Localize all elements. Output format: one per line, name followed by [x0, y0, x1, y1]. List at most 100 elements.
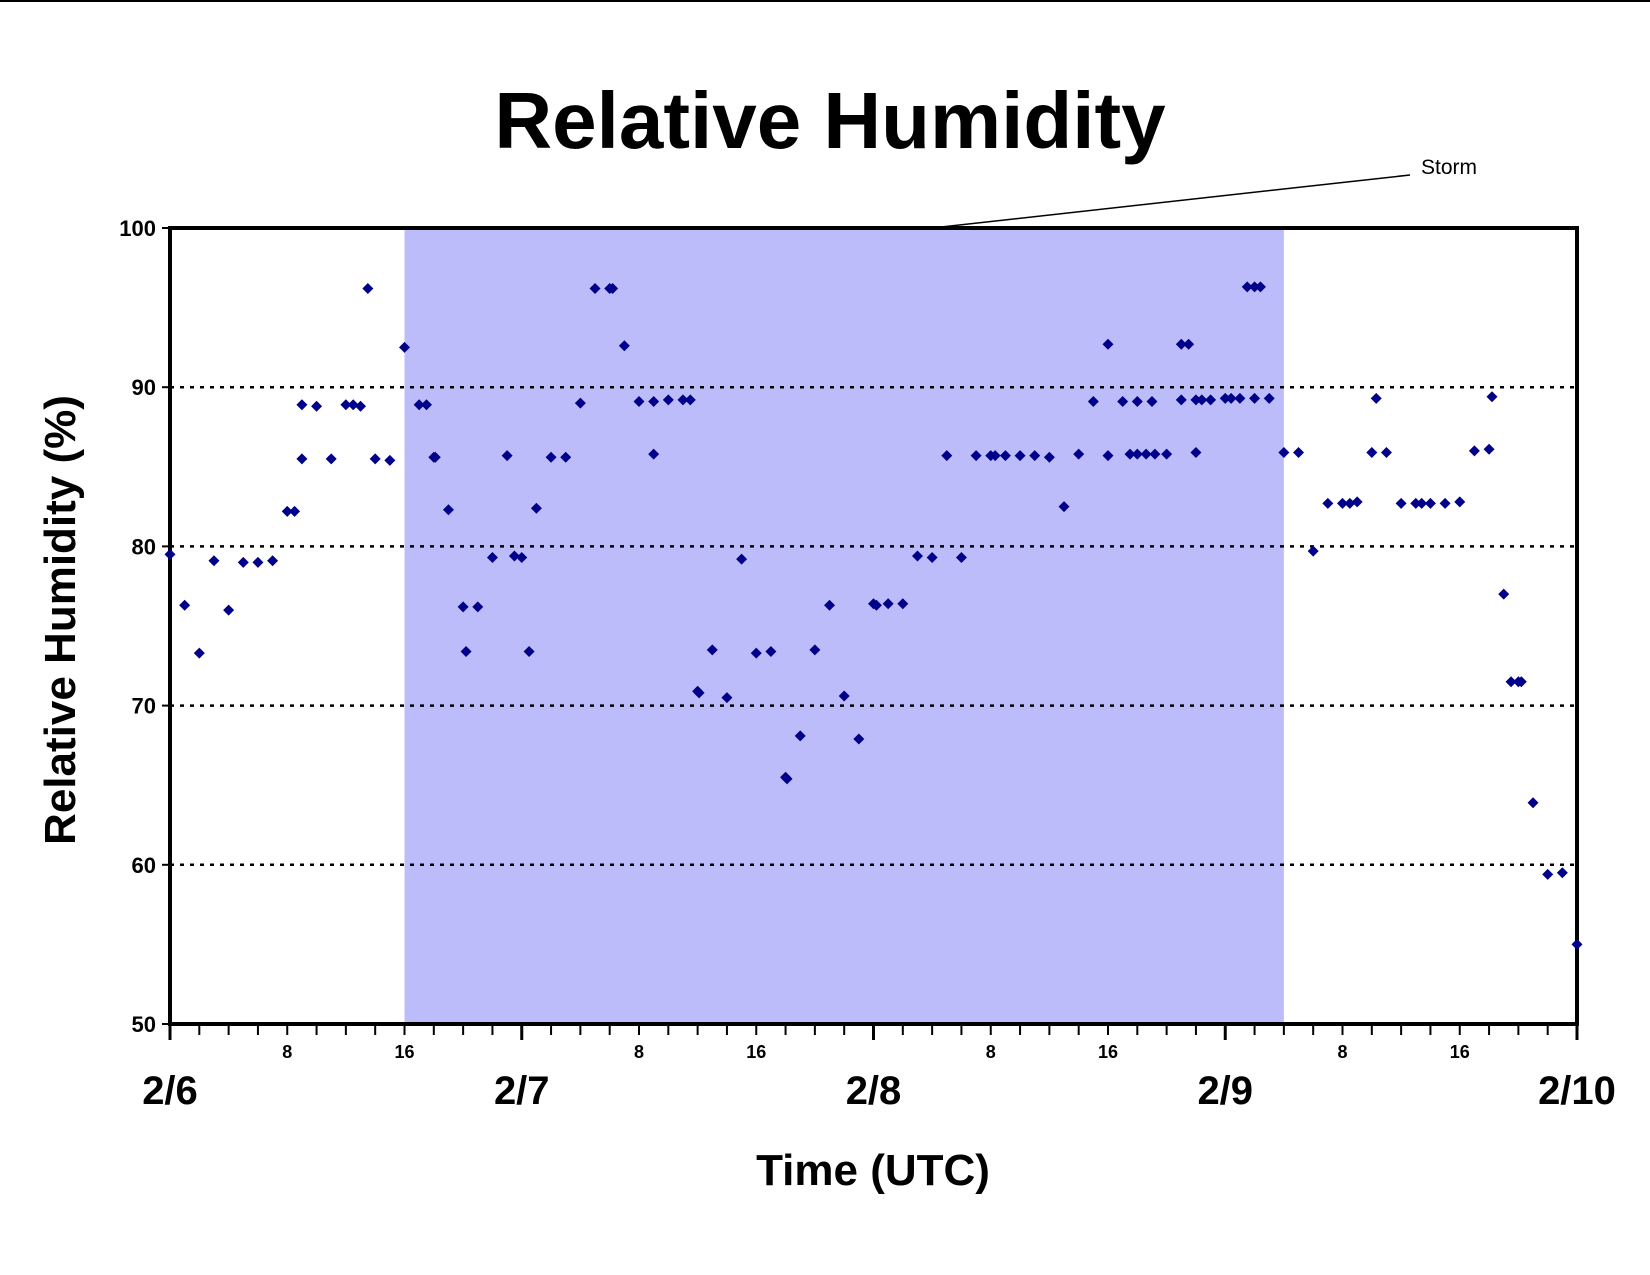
data-point: [794, 730, 806, 742]
data-point: [1486, 391, 1498, 403]
data-point: [1254, 281, 1266, 293]
x-axis-label: Time (UTC): [756, 1146, 990, 1195]
x-hour-label: 16: [394, 1042, 414, 1062]
x-date-label: 2/10: [1538, 1069, 1616, 1113]
data-point: [413, 399, 425, 411]
x-hour-label: 8: [634, 1042, 644, 1062]
data-point: [1124, 448, 1136, 460]
data-point: [607, 282, 619, 294]
data-point: [941, 450, 953, 462]
data-point: [1225, 392, 1237, 404]
data-point: [1219, 392, 1231, 404]
data-point: [164, 548, 176, 560]
y-tick-label: 100: [119, 216, 156, 241]
y-tick-label: 90: [132, 375, 156, 400]
data-point: [853, 733, 865, 745]
data-point: [809, 644, 821, 656]
data-point: [486, 552, 498, 564]
y-tick-label: 50: [132, 1012, 156, 1037]
data-point: [1190, 446, 1202, 458]
data-point: [589, 282, 601, 294]
data-point: [1380, 446, 1392, 458]
data-point: [208, 555, 220, 567]
data-point: [1424, 497, 1436, 509]
data-point: [1183, 338, 1195, 350]
storm-shaded-region: [404, 228, 1284, 1024]
data-point: [989, 450, 1001, 462]
data-point: [1249, 281, 1261, 293]
chart-title: Relative Humidity: [494, 76, 1166, 165]
data-point: [1175, 338, 1187, 350]
data-point: [516, 552, 528, 564]
data-point: [618, 340, 630, 352]
data-point: [1344, 497, 1356, 509]
data-point: [560, 451, 572, 463]
y-tick-label: 60: [132, 853, 156, 878]
data-point: [1140, 448, 1152, 460]
x-date-label: 2/6: [142, 1069, 198, 1113]
data-point: [325, 453, 337, 465]
data-point: [311, 400, 323, 412]
data-point: [1149, 448, 1161, 460]
data-point: [1029, 450, 1041, 462]
data-point: [1249, 392, 1261, 404]
data-point: [179, 599, 191, 611]
data-point: [970, 450, 982, 462]
data-point: [633, 396, 645, 408]
data-point: [508, 550, 520, 562]
data-point: [523, 645, 535, 657]
data-point: [838, 690, 850, 702]
data-point: [1263, 392, 1275, 404]
data-point: [1205, 394, 1217, 406]
data-point: [1293, 446, 1305, 458]
data-point: [693, 687, 705, 699]
data-point: [1542, 868, 1554, 880]
data-point: [1416, 497, 1428, 509]
storm-leader-line: [932, 174, 1411, 229]
x-hour-label: 16: [1450, 1042, 1470, 1062]
data-point: [1043, 451, 1055, 463]
data-point: [1190, 394, 1202, 406]
data-point: [574, 397, 586, 409]
data-point: [1370, 392, 1382, 404]
data-point: [1307, 545, 1319, 557]
data-point: [736, 553, 748, 565]
data-point: [545, 451, 557, 463]
data-point: [1161, 448, 1173, 460]
data-point: [765, 645, 777, 657]
data-point: [1483, 443, 1495, 455]
data-point: [897, 598, 909, 610]
data-point: [781, 773, 793, 785]
data-point: [1073, 448, 1085, 460]
data-point: [1087, 396, 1099, 408]
data-point: [1131, 396, 1143, 408]
data-point: [460, 645, 472, 657]
y-axis-label: Relative Humidity (%): [36, 395, 85, 845]
x-date-label: 2/9: [1197, 1069, 1253, 1113]
data-point: [296, 399, 308, 411]
data-point: [442, 504, 454, 516]
data-point: [926, 552, 938, 564]
data-point: [1175, 394, 1187, 406]
data-point: [1131, 448, 1143, 460]
data-point: [281, 505, 293, 517]
data-point: [1395, 497, 1407, 509]
data-point: [955, 552, 967, 564]
data-point: [420, 399, 432, 411]
data-point: [677, 394, 689, 406]
x-date-label: 2/8: [846, 1069, 902, 1113]
data-point: [750, 647, 762, 659]
x-hour-label: 8: [986, 1042, 996, 1062]
data-point: [296, 453, 308, 465]
data-point: [1498, 588, 1510, 600]
data-point: [530, 502, 542, 514]
data-point: [1146, 396, 1158, 408]
data-point: [648, 448, 660, 460]
data-point: [870, 599, 882, 611]
data-point: [1058, 501, 1070, 513]
data-point: [457, 601, 469, 613]
x-hour-label: 8: [282, 1042, 292, 1062]
x-hour-label: 16: [746, 1042, 766, 1062]
data-point: [911, 550, 923, 562]
